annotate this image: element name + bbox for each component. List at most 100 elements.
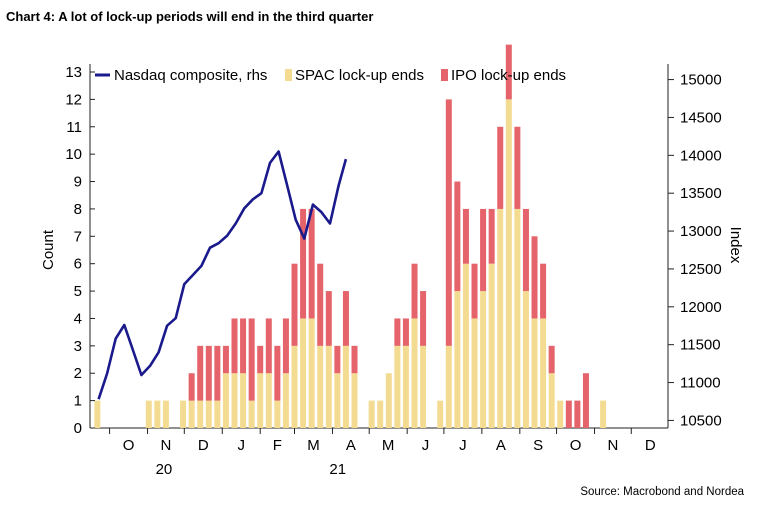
spac-bar [368, 400, 375, 428]
spac-bar [180, 400, 187, 428]
left-tick-label: 9 [74, 174, 82, 191]
left-tick-label: 1 [74, 393, 82, 410]
spac-bar [188, 400, 195, 428]
ipo-bar [411, 263, 418, 319]
spac-bar [214, 400, 221, 428]
ipo-bar [582, 373, 589, 428]
ipo-bar [420, 291, 427, 346]
ipo-bar [317, 263, 324, 346]
spac-bar [308, 318, 315, 428]
plot-frame [89, 64, 669, 429]
spac-bar [377, 400, 384, 428]
ipo-bar [462, 208, 469, 264]
ipo-bar [342, 291, 349, 346]
left-tick-label: 7 [74, 228, 82, 245]
spac-bar [291, 345, 298, 428]
ipo-bar [334, 345, 341, 374]
ipo-bar [231, 318, 238, 374]
ipo-bar [197, 345, 204, 401]
bars-layer [94, 44, 607, 428]
ipo-bar [402, 318, 409, 346]
ipo-bar [480, 208, 487, 292]
spac-bar [248, 400, 255, 428]
ipo-bar [248, 318, 255, 401]
ipo-bar [274, 345, 281, 401]
spac-bar [351, 373, 358, 428]
left-tick-label: 6 [74, 256, 82, 273]
right-tick-label: 11000 [680, 375, 721, 392]
x-month-label: M [307, 437, 320, 454]
ipo-bar [351, 345, 358, 374]
spac-bar [162, 400, 169, 428]
x-year-label: 20 [156, 461, 173, 478]
spac-bar [222, 373, 229, 428]
spac-bar [257, 373, 264, 428]
x-year-label: 21 [329, 461, 346, 478]
spac-bar [548, 373, 555, 428]
spac-bar [205, 400, 212, 428]
spac-bar [342, 345, 349, 428]
spac-bar [334, 373, 341, 428]
x-month-label: M [382, 437, 395, 454]
right-tick-label: 12000 [680, 299, 722, 316]
x-month-label: A [346, 437, 356, 454]
spac-bar [514, 208, 521, 428]
left-tick-label: 5 [74, 283, 82, 300]
ipo-bar [514, 126, 521, 209]
spac-bar [488, 263, 495, 428]
spac-bar [274, 400, 281, 428]
legend-ipo-label: IPO lock-up ends [451, 67, 566, 84]
spac-bar [522, 291, 529, 428]
left-tick-label: 3 [74, 338, 82, 355]
spac-bar [454, 291, 461, 428]
spac-bar [385, 373, 392, 428]
ipo-bar [548, 345, 555, 374]
spac-bar [445, 345, 452, 428]
right-tick-label: 12500 [680, 261, 722, 278]
ipo-bar [445, 99, 452, 346]
spac-bar [462, 263, 469, 428]
ipo-bar [214, 345, 221, 401]
x-month-label: S [533, 437, 543, 454]
ipo-bar [222, 345, 229, 374]
spac-bar [282, 373, 289, 428]
legend: Nasdaq composite, rhs SPAC lock-up ends IP… [95, 67, 566, 84]
ipo-bar [282, 318, 289, 374]
ipo-bar [291, 263, 298, 346]
spac-bar [420, 345, 427, 428]
spac-bar [325, 345, 332, 428]
x-month-label: O [123, 437, 135, 454]
x-month-label: J [422, 437, 430, 454]
ipo-bar [522, 208, 529, 292]
x-month-label: O [570, 437, 582, 454]
left-tick-label: 0 [74, 420, 82, 437]
x-month-label: F [273, 437, 282, 454]
right-tick-label: 13000 [680, 223, 722, 240]
ipo-bar [540, 263, 547, 319]
legend-nasdaq-label: Nasdaq composite, rhs [114, 67, 267, 84]
ipo-bar [394, 318, 401, 346]
legend-ipo-swatch [441, 69, 448, 81]
left-tick-label: 2 [74, 365, 82, 382]
ipo-bar [257, 345, 264, 374]
right-tick-label: 10500 [680, 412, 722, 429]
left-tick-label: 8 [74, 201, 82, 218]
ipo-bar [471, 263, 478, 319]
x-axis: O N D J F M A M J J A S O N D 20 21 [109, 428, 656, 478]
spac-bar [240, 373, 247, 428]
ipo-bar [497, 126, 504, 209]
left-tick-label: 10 [65, 146, 82, 163]
spac-bar [531, 318, 538, 428]
x-month-label: J [237, 437, 245, 454]
spac-bar [402, 345, 409, 428]
legend-spac-swatch [285, 69, 292, 81]
ipo-bar [454, 181, 461, 292]
x-month-label: J [459, 437, 467, 454]
spac-bar [471, 318, 478, 428]
ipo-bar [488, 208, 495, 264]
x-month-label: N [607, 437, 618, 454]
ipo-bar [188, 373, 195, 401]
spac-bar [411, 318, 418, 428]
ipo-bar [505, 44, 512, 100]
